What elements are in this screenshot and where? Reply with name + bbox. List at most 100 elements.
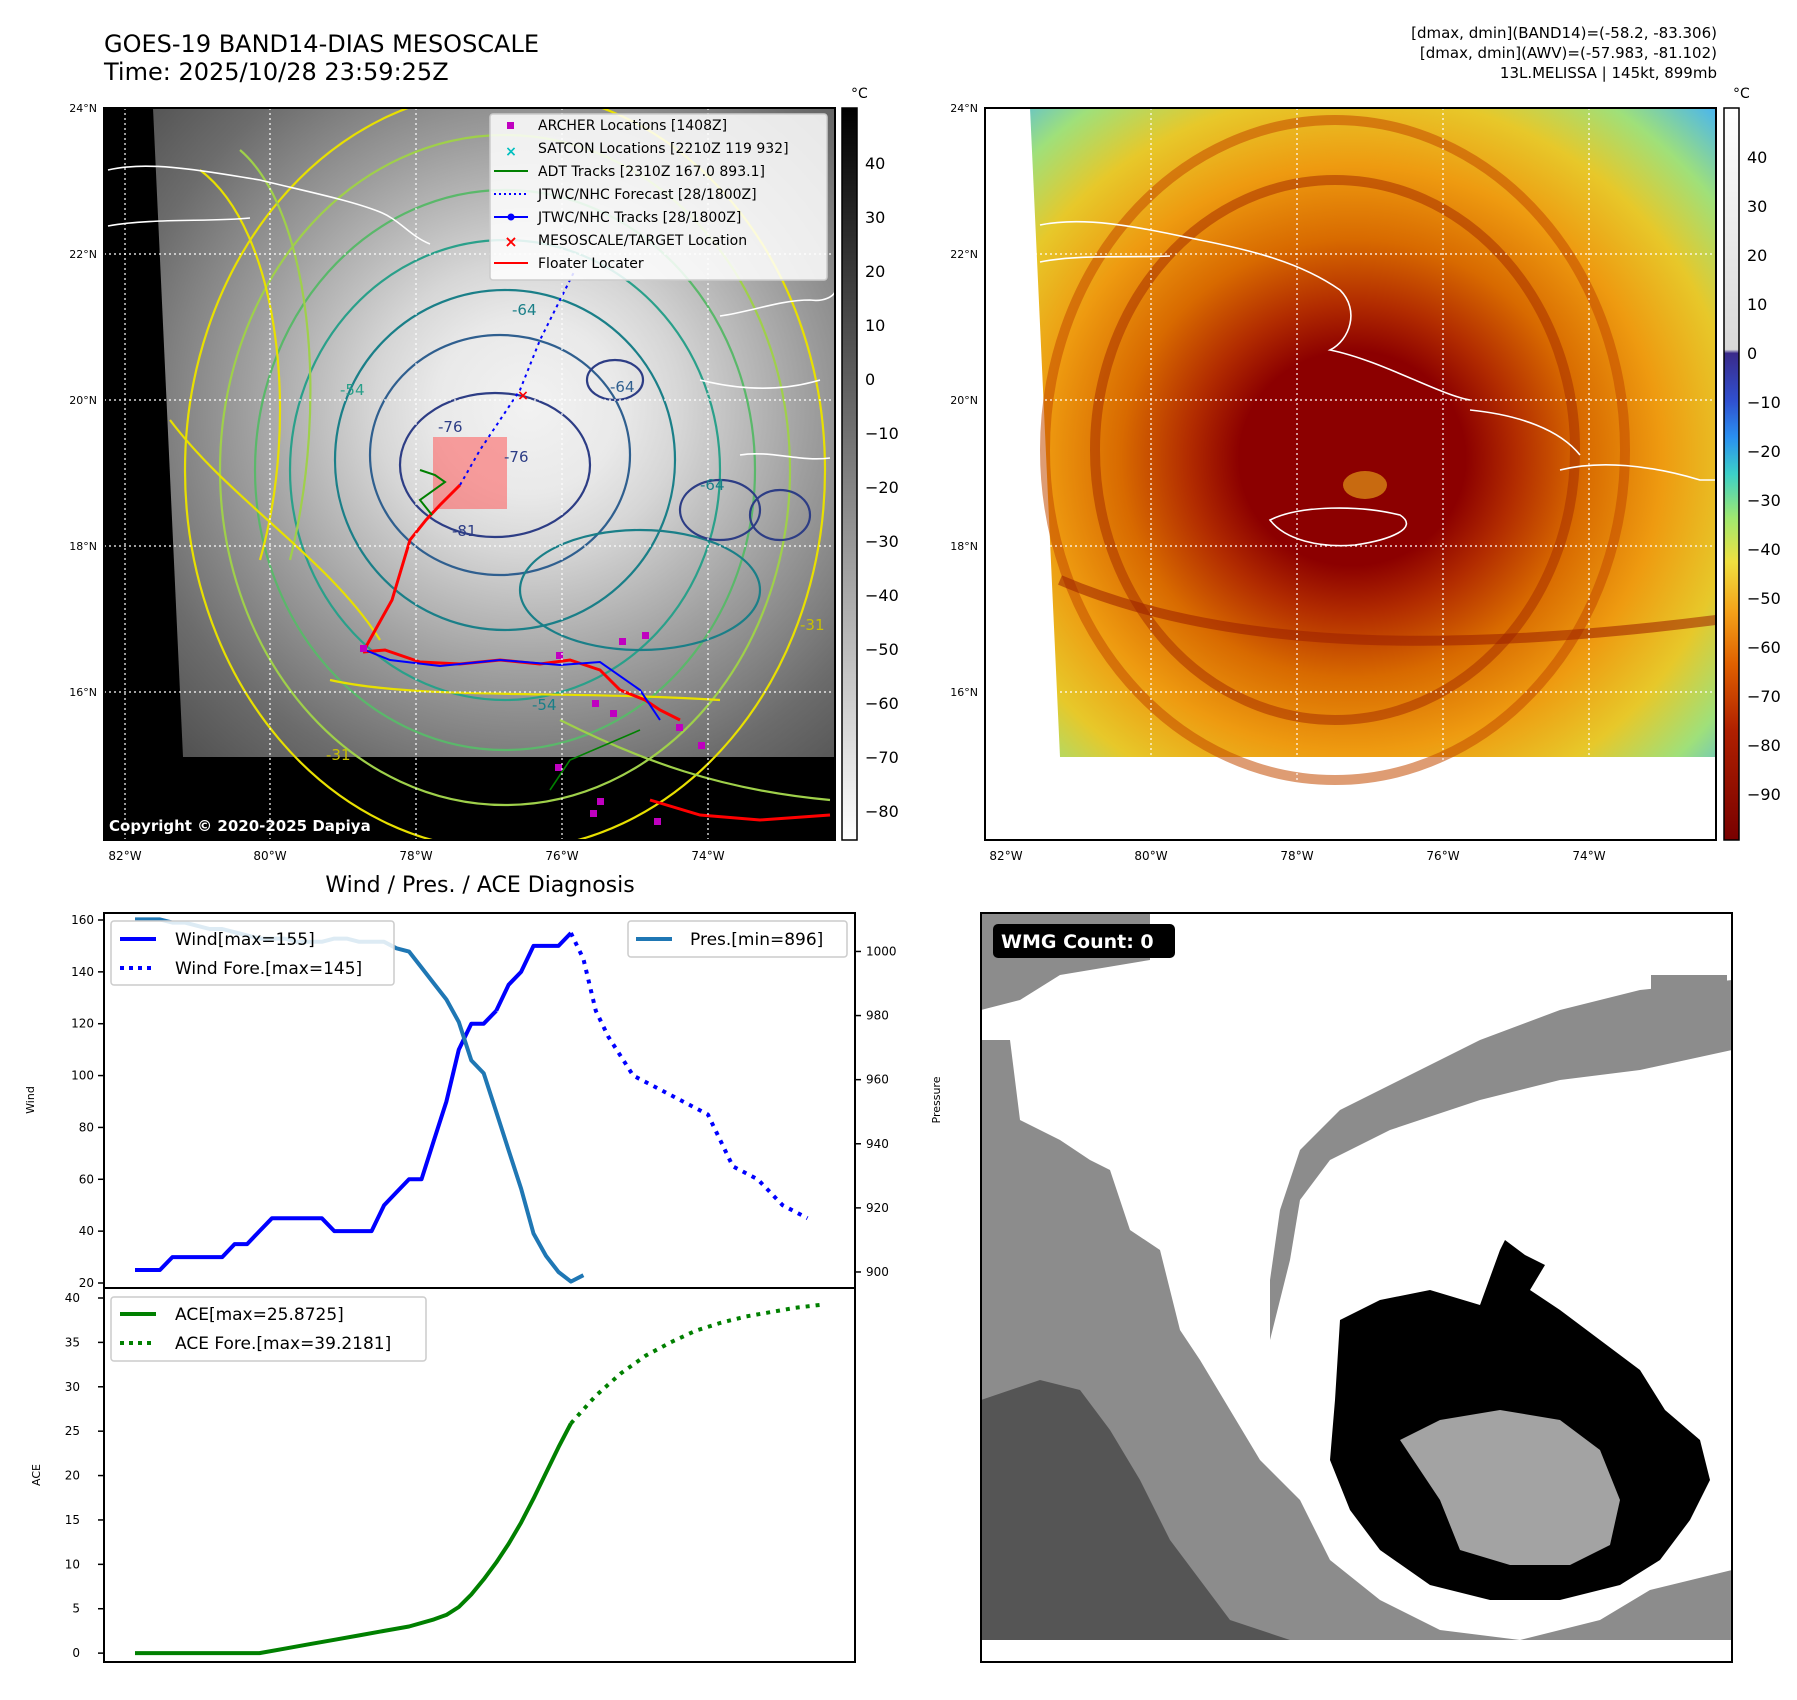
wmg-gray-arc — [1270, 980, 1732, 1340]
adt-track — [418, 469, 447, 516]
lon-label: 80°W — [1134, 849, 1167, 863]
wind-ylabel: Wind — [24, 1086, 37, 1114]
figure-title: GOES-19 BAND14-DIAS MESOSCALE — [104, 30, 539, 58]
ace-legend: ACE[max=25.8725] ACE Fore.[max=39.2181] — [110, 1296, 427, 1362]
cbar-tick: −60 — [865, 694, 899, 713]
cbar-tick: −20 — [1747, 442, 1781, 461]
ace-tick-label: 30 — [65, 1380, 80, 1394]
archer-markers — [360, 632, 705, 825]
diagnosis-title: Wind / Pres. / ACE Diagnosis — [325, 873, 634, 898]
cbar-tick: −90 — [1747, 785, 1781, 804]
awv-imagery — [1030, 108, 1716, 757]
svg-text:-76: -76 — [438, 418, 463, 436]
ir-colorbar: °C 40 30 20 10 0 −10 −20 −30 −40 −50 −60… — [841, 86, 899, 841]
track-dot-icon — [507, 213, 515, 221]
wind-tick-label: 120 — [71, 1017, 94, 1031]
wmg-gray-patch — [1651, 975, 1727, 1005]
cbar-tick: 10 — [865, 316, 885, 335]
band14-range-info: [dmax, dmin](BAND14)=(-58.2, -83.306) — [1411, 24, 1717, 42]
legend-mesoscale: × MESOSCALE/TARGET Location — [504, 232, 747, 251]
lon-label: 74°W — [1572, 849, 1605, 863]
ace-yticks: 0 5 10 15 20 25 30 35 40 — [65, 1291, 104, 1660]
legend-archer: ARCHER Locations [1408Z] — [507, 118, 727, 134]
cbar-tick: −40 — [1747, 540, 1781, 559]
wmg-gray-band — [981, 1040, 1732, 1640]
ace-tick-label: 0 — [72, 1646, 80, 1660]
wmg-count-label: WMG Count: 0 — [1001, 931, 1154, 953]
legend-floater: Floater Locater — [494, 256, 644, 272]
awv-map-panel: 24°N 22°N 20°N 18°N 16°N 82°W 80°W 78°W … — [950, 86, 1781, 863]
pressure-tick-label: 920 — [866, 1201, 889, 1215]
pressure-legend: Pres.[min=896] — [627, 920, 848, 958]
legend-label: JTWC/NHC Forecast [28/1800Z] — [537, 187, 757, 203]
wind-tick-label: 80 — [79, 1120, 94, 1134]
awv-lat-labels: 24°N 22°N 20°N 18°N 16°N — [950, 102, 978, 699]
adt-track-south — [549, 729, 641, 791]
wind-tick-label: 100 — [71, 1069, 94, 1083]
pressure-tick-label: 900 — [866, 1265, 889, 1279]
pressure-tick-label: 960 — [866, 1073, 889, 1087]
wind-legend-box — [110, 920, 395, 986]
legend-label: ADT Tracks [2310Z 167.0 893.1] — [538, 164, 765, 180]
cbar-tick: 30 — [865, 208, 885, 227]
ir-colorbar-unit: °C — [851, 86, 868, 102]
cbar-tick: −70 — [865, 748, 899, 767]
figure-timestamp: Time: 2025/10/28 23:59:25Z — [103, 58, 449, 86]
pressure-tick-label: 940 — [866, 1137, 889, 1151]
lon-label: 82°W — [108, 849, 141, 863]
wind-line — [494, 931, 573, 1012]
ir-colorbar-scale — [841, 107, 858, 841]
ir-contour-labels: -76 -76 -81 -64 -54 -64 -31 -54 -31 -64 — [326, 301, 825, 764]
lon-label: 78°W — [399, 849, 432, 863]
ace-tick-label: 20 — [65, 1469, 80, 1483]
wmg-dark-region — [981, 1380, 1290, 1640]
wind-tick-label: 160 — [71, 913, 94, 927]
satcon-x-icon: × — [505, 144, 517, 160]
pressure-yticks: 900 920 940 960 980 1000 — [855, 944, 897, 1279]
awv-colorbar-ticks: 40 30 20 10 0 −10 −20 −30 −40 −50 −60 −7… — [1747, 148, 1781, 804]
ace-forecast-line — [569, 1302, 821, 1425]
awv-colorbar-scale — [1723, 107, 1740, 841]
svg-text:-64: -64 — [512, 301, 537, 319]
wind-forecast-legend-label: Wind Fore.[max=145] — [175, 959, 362, 979]
lat-label: 16°N — [950, 686, 978, 699]
jtwc-forecast-track — [459, 269, 576, 486]
cbar-tick: 0 — [1747, 344, 1757, 363]
floater-locater-track-sw — [649, 798, 831, 822]
svg-text:-76: -76 — [504, 448, 529, 466]
wind-tick-label: 20 — [79, 1276, 94, 1290]
ir-map-panel: × -76 -76 -81 -64 -54 -64 — [69, 86, 899, 863]
legend-label: SATCON Locations [2210Z 119 932] — [538, 141, 789, 157]
wmg-eye — [1400, 1410, 1620, 1565]
cbar-tick: −50 — [865, 640, 899, 659]
floater-box — [433, 437, 507, 509]
wind-legend: Wind[max=155] Wind Fore.[max=145] — [110, 920, 395, 986]
cbar-tick: 10 — [1747, 295, 1767, 314]
pressure-legend-box — [627, 920, 848, 958]
wind-pressure-chart: Wind / Pres. / ACE Diagnosis Wind Pressu… — [24, 873, 943, 1290]
ir-coastlines — [107, 165, 835, 460]
ir-map-frame — [103, 107, 836, 841]
storm-info: 13L.MELISSA | 145kt, 899mb — [1500, 64, 1717, 82]
wind-tick-label: 60 — [79, 1172, 94, 1186]
cbar-tick: −80 — [1747, 736, 1781, 755]
wind-tick-label: 140 — [71, 965, 94, 979]
awv-gridlines — [985, 108, 1716, 840]
cbar-tick: −70 — [1747, 687, 1781, 706]
cbar-tick: −10 — [865, 424, 899, 443]
cbar-tick: 20 — [865, 262, 885, 281]
lon-label: 76°W — [545, 849, 578, 863]
awv-colorbar-unit: °C — [1733, 86, 1750, 102]
lat-label: 22°N — [950, 248, 978, 261]
wmg-count-badge — [993, 924, 1175, 958]
lon-label: 80°W — [253, 849, 286, 863]
cbar-tick: 30 — [1747, 197, 1767, 216]
svg-text:-81: -81 — [452, 522, 477, 540]
legend-jtwc-tracks: JTWC/NHC Tracks [28/1800Z] — [494, 210, 741, 226]
pressure-legend-label: Pres.[min=896] — [690, 930, 823, 950]
cbar-tick: 20 — [1747, 246, 1767, 265]
legend-adt: ADT Tracks [2310Z 167.0 893.1] — [494, 164, 765, 180]
svg-text:-31: -31 — [800, 616, 825, 634]
svg-text:-54: -54 — [532, 696, 557, 714]
